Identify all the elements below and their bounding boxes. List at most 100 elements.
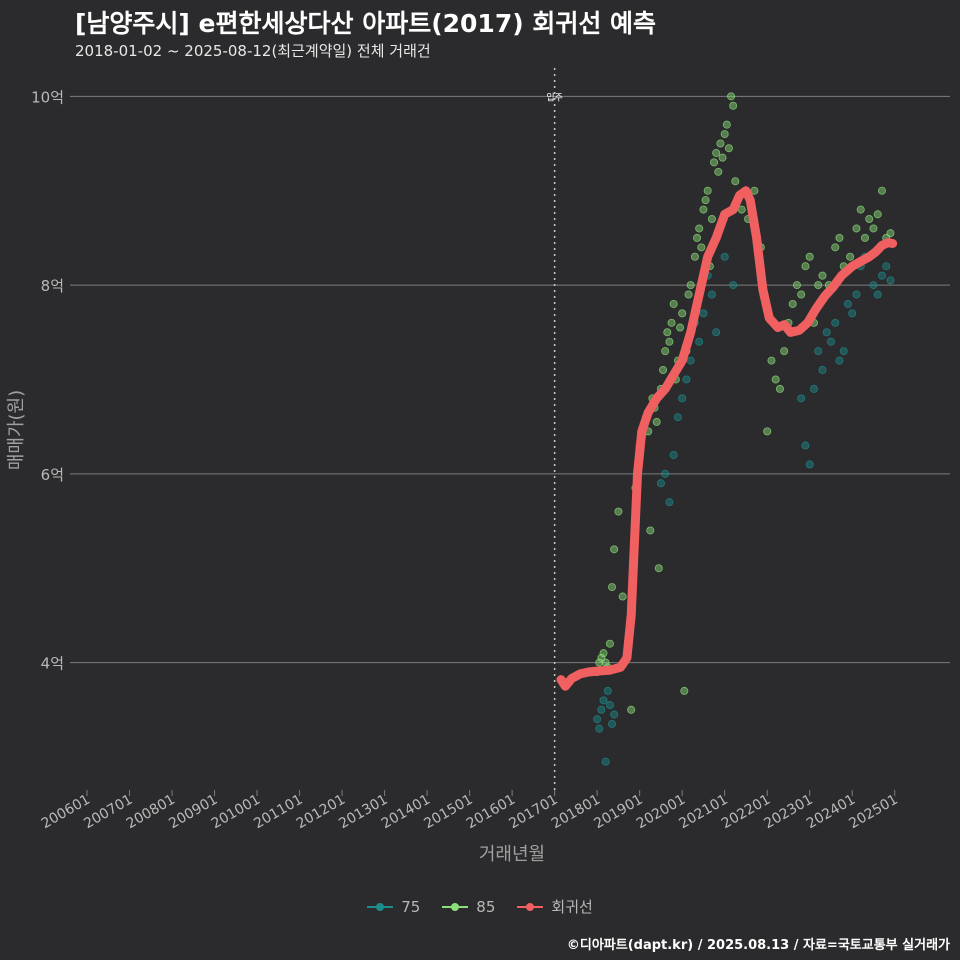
point-85 bbox=[714, 167, 723, 176]
point-85 bbox=[869, 224, 878, 233]
point-75 bbox=[877, 271, 886, 280]
point-85 bbox=[814, 281, 823, 290]
point-85 bbox=[605, 639, 614, 648]
point-85 bbox=[797, 290, 806, 299]
point-85 bbox=[690, 252, 699, 261]
point-85 bbox=[646, 526, 655, 535]
point-75 bbox=[605, 701, 614, 710]
point-75 bbox=[610, 710, 619, 719]
point-75 bbox=[843, 299, 852, 308]
point-75 bbox=[848, 309, 857, 318]
point-85 bbox=[780, 347, 789, 356]
source-caption: ©디아파트(dapt.kr) / 2025.08.13 / 자료=국토교통부 실… bbox=[566, 938, 950, 953]
point-85 bbox=[710, 158, 719, 167]
point-85 bbox=[707, 215, 716, 224]
legend-key-regression bbox=[517, 900, 544, 914]
point-85 bbox=[729, 101, 738, 110]
point-85 bbox=[684, 290, 693, 299]
point-75 bbox=[835, 356, 844, 365]
legend-key-85 bbox=[442, 900, 469, 914]
legend-label-75: 75 bbox=[401, 897, 421, 916]
y-tick-label: 6억 bbox=[41, 466, 64, 484]
point-85 bbox=[663, 328, 672, 337]
legend-label-85: 85 bbox=[476, 897, 496, 916]
point-85 bbox=[627, 705, 636, 714]
point-85 bbox=[852, 224, 861, 233]
y-tick-label: 10억 bbox=[31, 88, 64, 106]
point-75 bbox=[712, 328, 721, 337]
point-75 bbox=[809, 384, 818, 393]
regression-layer bbox=[556, 186, 898, 691]
point-85 bbox=[846, 252, 855, 261]
point-75 bbox=[595, 724, 604, 733]
legend-item-regression[interactable]: 회귀선 bbox=[517, 896, 593, 917]
point-75 bbox=[852, 290, 861, 299]
point-85 bbox=[865, 215, 874, 224]
x-axis-ticks: 2006012007012008012009012010012011012012… bbox=[39, 790, 901, 832]
point-75 bbox=[814, 347, 823, 356]
point-85 bbox=[676, 323, 685, 332]
point-85 bbox=[731, 177, 740, 186]
point-75 bbox=[669, 450, 678, 459]
point-85 bbox=[727, 92, 736, 101]
point-85 bbox=[767, 356, 776, 365]
grid-layer bbox=[70, 95, 950, 664]
point-85 bbox=[801, 262, 810, 271]
point-85 bbox=[792, 281, 801, 290]
point-75 bbox=[797, 394, 806, 403]
point-75 bbox=[707, 290, 716, 299]
point-85 bbox=[818, 271, 827, 280]
point-75 bbox=[818, 366, 827, 375]
point-75 bbox=[593, 715, 602, 724]
point-75 bbox=[656, 479, 665, 488]
point-75 bbox=[599, 696, 608, 705]
legend-item-85[interactable]: 85 bbox=[442, 896, 495, 917]
point-85 bbox=[763, 427, 772, 436]
y-tick-label: 4억 bbox=[41, 655, 64, 673]
point-75 bbox=[682, 375, 691, 384]
point-85 bbox=[667, 318, 676, 327]
point-85 bbox=[873, 210, 882, 219]
legend-item-75[interactable]: 75 bbox=[367, 896, 420, 917]
point-85 bbox=[771, 375, 780, 384]
point-85 bbox=[720, 130, 729, 139]
point-75 bbox=[869, 281, 878, 290]
point-75 bbox=[886, 276, 895, 285]
point-85 bbox=[877, 186, 886, 195]
y-axis-ticks: 4억 6억 8억 10억 bbox=[31, 88, 64, 672]
point-85 bbox=[856, 205, 865, 214]
point-85 bbox=[835, 233, 844, 242]
point-85 bbox=[699, 205, 708, 214]
point-75 bbox=[678, 394, 687, 403]
point-75 bbox=[601, 757, 610, 766]
point-75 bbox=[831, 318, 840, 327]
point-85 bbox=[669, 299, 678, 308]
point-85 bbox=[724, 144, 733, 153]
chart-subtitle: 2018-01-02 ~ 2025-08-12(최근계약일) 전체 거래건 bbox=[75, 42, 431, 60]
point-75 bbox=[673, 413, 682, 422]
chart-title: [남양주시] e편한세상다산 아파트(2017) 회귀선 예측 bbox=[75, 9, 657, 38]
legend-key-75 bbox=[367, 900, 394, 914]
point-85 bbox=[678, 309, 687, 318]
point-85 bbox=[701, 196, 710, 205]
legend-label-regression: 회귀선 bbox=[551, 898, 593, 916]
point-85 bbox=[860, 233, 869, 242]
point-85 bbox=[599, 649, 608, 658]
point-85 bbox=[665, 337, 674, 346]
point-85 bbox=[614, 507, 623, 516]
move-in-label: 입주 bbox=[546, 91, 563, 103]
point-85 bbox=[722, 120, 731, 129]
point-75 bbox=[839, 347, 848, 356]
point-85 bbox=[595, 658, 604, 667]
point-85 bbox=[693, 233, 702, 242]
reference-line-layer: 입주 bbox=[546, 68, 563, 790]
point-75 bbox=[873, 290, 882, 299]
x-tick-label: 202501 bbox=[846, 792, 900, 833]
point-85 bbox=[652, 417, 661, 426]
point-85 bbox=[886, 229, 895, 238]
point-75 bbox=[597, 705, 606, 714]
point-75 bbox=[729, 281, 738, 290]
point-85 bbox=[805, 252, 814, 261]
regression-line bbox=[556, 186, 898, 691]
point-85 bbox=[654, 564, 663, 573]
